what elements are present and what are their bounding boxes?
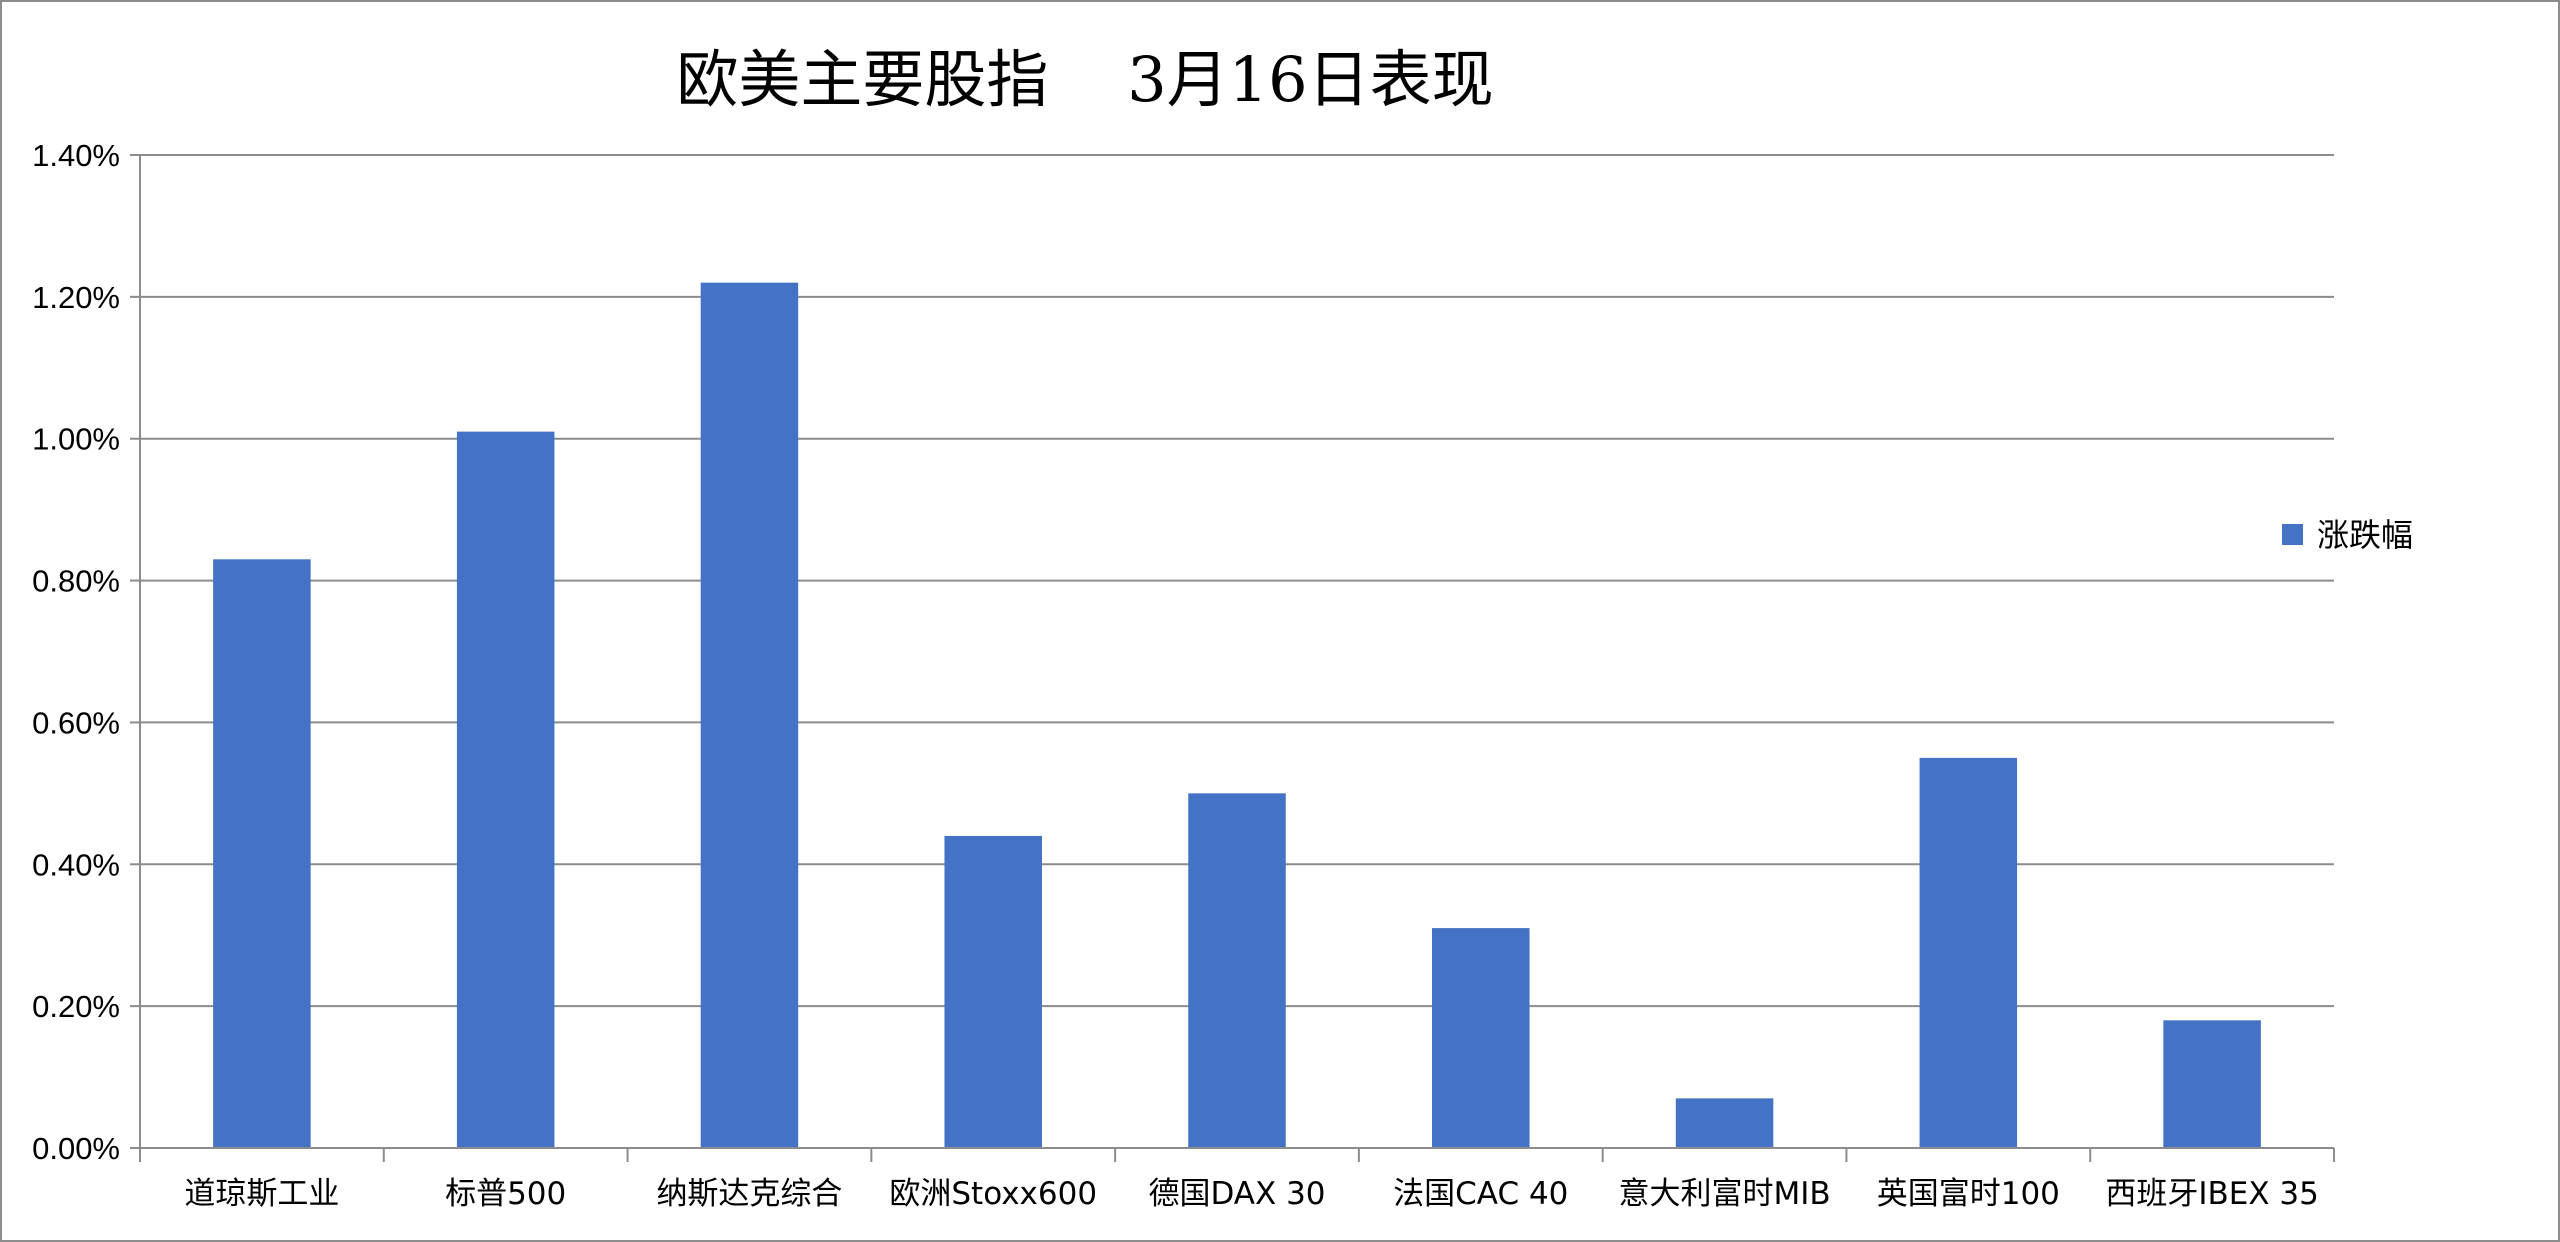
bar bbox=[213, 559, 311, 1148]
y-tick-label: 0.20% bbox=[32, 989, 120, 1024]
y-tick-label: 1.00% bbox=[32, 422, 120, 457]
x-category-label: 法国CAC 40 bbox=[1393, 1176, 1568, 1212]
bar bbox=[1919, 757, 2018, 1148]
y-axis-tick-labels: 0.00% 0.20% 0.40% 0.60% 0.80% 1.00% 1.20% 1.40% bbox=[32, 138, 120, 1166]
y-tick-label: 0.60% bbox=[32, 705, 120, 740]
bar bbox=[700, 282, 799, 1149]
y-tick-label: 1.40% bbox=[32, 138, 120, 173]
chart-title: 欧美主要股指 3月16日表现 bbox=[676, 43, 1493, 116]
legend-swatch bbox=[2282, 524, 2303, 545]
bar bbox=[944, 835, 1042, 1148]
x-category-label: 道琼斯工业 bbox=[184, 1176, 339, 1212]
y-tick-label: 0.40% bbox=[32, 847, 120, 882]
bar bbox=[1188, 793, 1286, 1148]
y-tick-label: 1.20% bbox=[32, 280, 120, 315]
x-category-label: 意大利富时MIB bbox=[1618, 1176, 1830, 1212]
x-axis-category-labels: 道琼斯工业 标普500 纳斯达克综合 欧洲Stoxx600 德国DAX 30 法国CAC … bbox=[184, 1176, 2318, 1212]
bars bbox=[213, 282, 2261, 1149]
bar bbox=[1432, 928, 1530, 1148]
x-category-label: 德国DAX 30 bbox=[1148, 1176, 1325, 1212]
legend: 涨跌幅 bbox=[2282, 516, 2413, 554]
x-category-label: 西班牙IBEX 35 bbox=[2105, 1176, 2319, 1212]
x-axis bbox=[139, 155, 2335, 1162]
legend-label: 涨跌幅 bbox=[2317, 516, 2413, 554]
x-category-label: 欧洲Stoxx600 bbox=[889, 1176, 1097, 1212]
bar bbox=[456, 431, 555, 1148]
bar bbox=[2163, 1020, 2261, 1148]
x-category-label: 标普500 bbox=[445, 1176, 566, 1212]
bar bbox=[1675, 1098, 1774, 1148]
y-tick-label: 0.00% bbox=[32, 1131, 120, 1166]
x-category-label: 英国富时100 bbox=[1877, 1176, 2060, 1212]
x-category-label: 纳斯达克综合 bbox=[656, 1176, 842, 1212]
y-tick-label: 0.80% bbox=[32, 564, 120, 599]
